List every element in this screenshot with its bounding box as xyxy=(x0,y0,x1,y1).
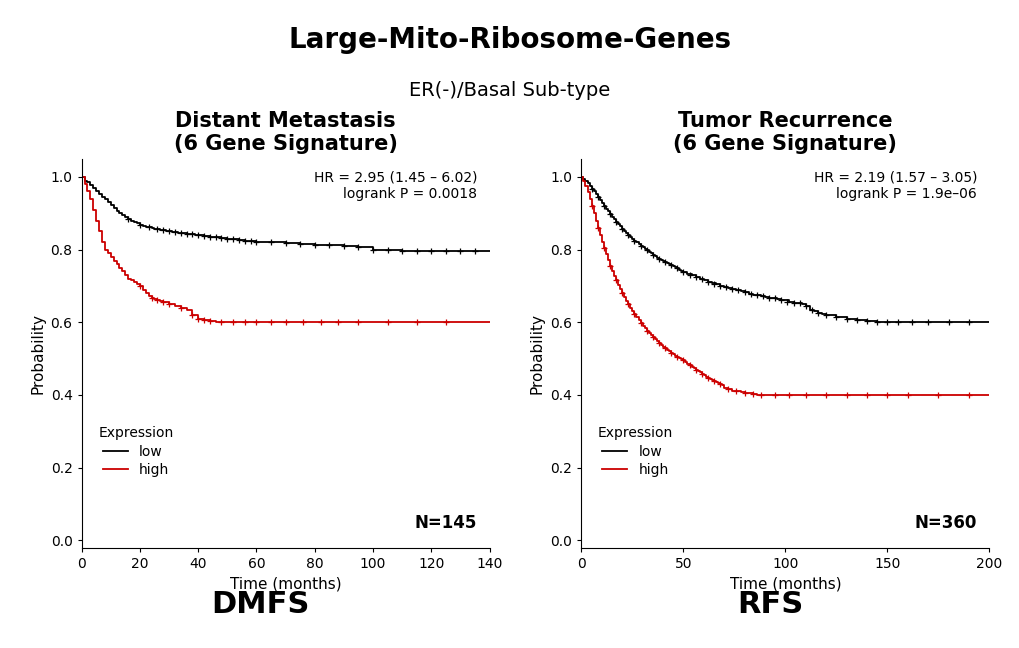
Text: ER(-)/Basal Sub-type: ER(-)/Basal Sub-type xyxy=(409,81,610,100)
Y-axis label: Probability: Probability xyxy=(30,312,45,393)
Title: Tumor Recurrence
(6 Gene Signature): Tumor Recurrence (6 Gene Signature) xyxy=(673,111,897,154)
Text: HR = 2.19 (1.57 – 3.05)
logrank P = 1.9e–06: HR = 2.19 (1.57 – 3.05) logrank P = 1.9e… xyxy=(813,170,976,201)
X-axis label: Time (months): Time (months) xyxy=(729,576,841,591)
Text: RFS: RFS xyxy=(737,590,802,619)
Text: Large-Mito-Ribosome-Genes: Large-Mito-Ribosome-Genes xyxy=(288,26,731,54)
Y-axis label: Probability: Probability xyxy=(529,312,544,393)
Text: N=360: N=360 xyxy=(914,514,976,532)
Text: HR = 2.95 (1.45 – 6.02)
logrank P = 0.0018: HR = 2.95 (1.45 – 6.02) logrank P = 0.00… xyxy=(314,170,477,201)
Text: DMFS: DMFS xyxy=(211,590,309,619)
Text: N=145: N=145 xyxy=(415,514,477,532)
Legend: low, high: low, high xyxy=(592,421,678,482)
Legend: low, high: low, high xyxy=(93,421,178,482)
X-axis label: Time (months): Time (months) xyxy=(229,576,341,591)
Title: Distant Metastasis
(6 Gene Signature): Distant Metastasis (6 Gene Signature) xyxy=(173,111,397,154)
